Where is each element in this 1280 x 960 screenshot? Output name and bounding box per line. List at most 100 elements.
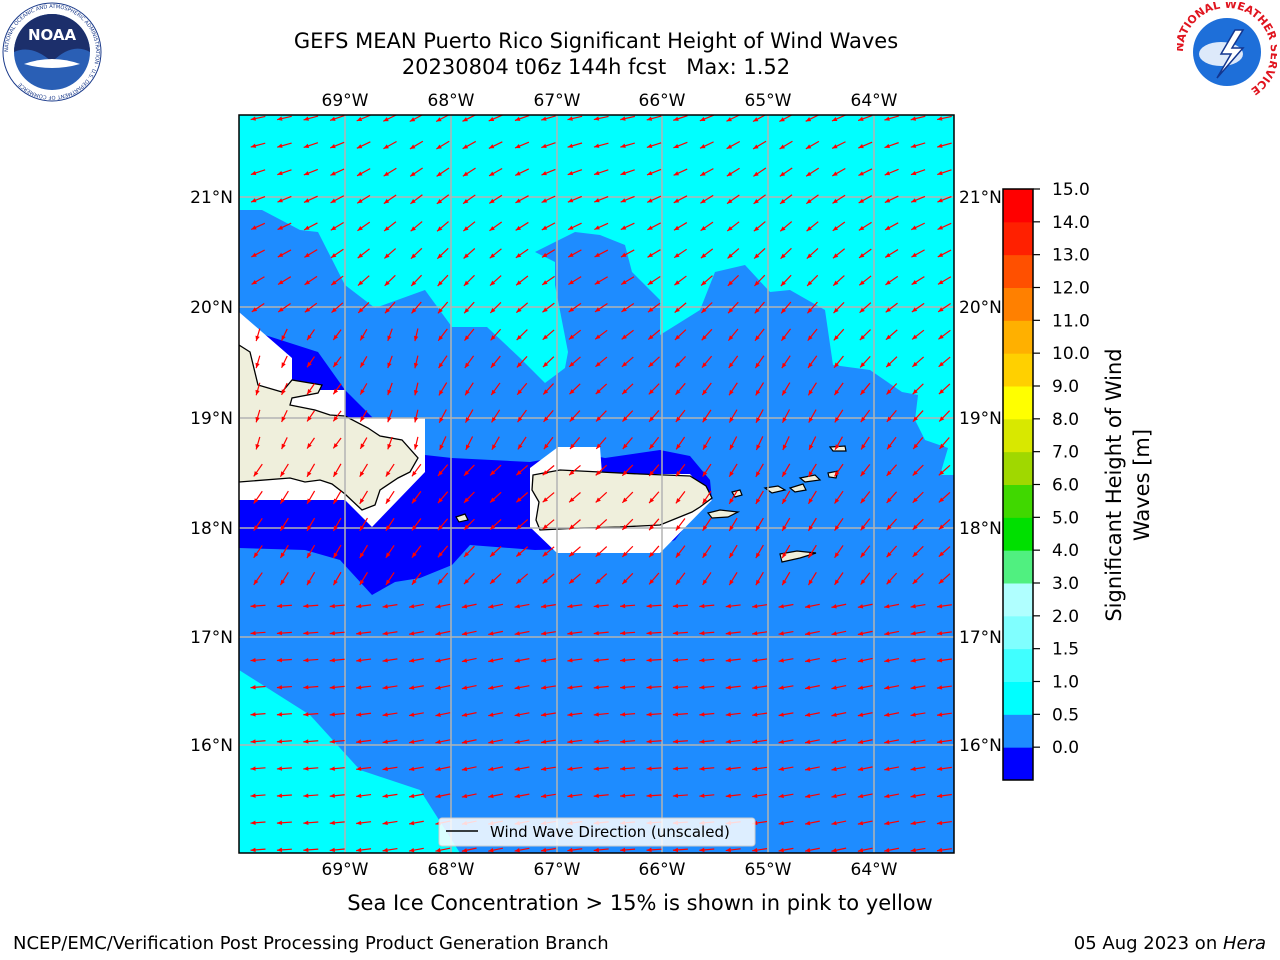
wind-arrow-head xyxy=(937,116,943,121)
wind-arrow-head xyxy=(464,335,470,341)
wind-arrow-head xyxy=(752,847,758,853)
wind-arrow-head xyxy=(728,362,734,368)
colorbar-tick-label: 6.0 xyxy=(1052,476,1079,496)
wind-arrow-head xyxy=(387,335,392,341)
wind-arrow-head xyxy=(912,470,918,476)
lon-tick-label-top: 68°W xyxy=(428,91,475,111)
wind-arrow-head xyxy=(675,389,681,395)
wind-arrow-head xyxy=(255,335,260,342)
colorbar-cell xyxy=(1003,714,1033,748)
wind-arrow-head xyxy=(806,253,813,259)
wind-arrow-head xyxy=(514,739,520,744)
wind-arrow-head xyxy=(884,766,890,772)
wind-arrow-head xyxy=(886,416,892,422)
wind-arrow-head xyxy=(938,389,945,395)
lat-tick-label-right: 19°N xyxy=(959,409,1002,429)
wind-arrow-head xyxy=(648,389,654,395)
wind-arrow-head xyxy=(622,443,628,449)
wind-arrow-head xyxy=(276,685,283,690)
wind-arrow-head xyxy=(884,116,890,121)
wind-arrow-head xyxy=(912,389,918,395)
wind-arrow-head xyxy=(646,685,652,690)
wind-arrow-head xyxy=(465,417,470,423)
wind-arrow-head xyxy=(725,847,731,853)
wind-arrow-head xyxy=(725,658,731,663)
wind-arrow-head xyxy=(885,334,892,340)
wind-arrow-head xyxy=(780,280,786,287)
wind-arrow-head xyxy=(330,116,336,121)
wind-arrow-head xyxy=(831,793,837,799)
wind-arrow-head xyxy=(938,334,944,340)
wind-arrow-head xyxy=(356,712,362,717)
wind-arrow-head xyxy=(833,280,839,286)
wind-arrow-head xyxy=(834,389,840,396)
wind-arrow-head xyxy=(462,171,469,177)
wind-arrow-head xyxy=(755,552,761,559)
wind-arrow-head xyxy=(329,685,335,690)
wind-arrow-head xyxy=(725,793,731,798)
lon-tick-label-bottom: 68°W xyxy=(428,860,475,880)
wind-arrow-head xyxy=(778,658,784,663)
wind-arrow-head xyxy=(569,551,575,557)
noaa-logo-text: NOAA xyxy=(28,26,77,44)
wind-arrow-head xyxy=(569,389,575,395)
wind-arrow-head xyxy=(647,252,653,258)
wind-arrow-head xyxy=(675,416,681,423)
colorbar-cell xyxy=(1003,353,1033,387)
wind-arrow-head xyxy=(436,199,443,204)
wind-arrow-head xyxy=(514,631,520,636)
wind-arrow-head xyxy=(360,443,365,449)
wind-arrow-head xyxy=(490,335,496,341)
wind-arrow-head xyxy=(831,739,837,744)
wind-arrow-head xyxy=(463,198,469,204)
wind-arrow-head xyxy=(649,552,655,558)
wind-arrow-head xyxy=(488,658,494,663)
wind-arrow-head xyxy=(595,334,601,340)
wind-arrow-head xyxy=(438,335,444,341)
wind-arrow-head xyxy=(357,280,364,286)
wind-arrow-head xyxy=(303,712,309,717)
land-tortola xyxy=(798,474,822,483)
wind-arrow-head xyxy=(778,793,784,799)
wind-arrow-head xyxy=(646,793,652,798)
wind-arrow-head xyxy=(593,847,599,853)
wind-arrow-head xyxy=(382,820,388,826)
wind-arrow-head xyxy=(280,579,285,586)
wind-arrow-head xyxy=(647,198,653,203)
wind-arrow-head xyxy=(674,280,680,286)
wind-arrow-head xyxy=(727,280,733,286)
lat-tick-label-right: 18°N xyxy=(959,519,1002,539)
wind-arrow-head xyxy=(860,470,866,477)
wind-arrow-head xyxy=(672,739,679,744)
colorbar-cell xyxy=(1003,550,1033,584)
colorbar-label-line-1: Significant Height of Wind xyxy=(1102,348,1126,622)
wind-arrow-head xyxy=(329,658,335,663)
wind-arrow-head xyxy=(542,551,548,557)
wind-arrow-head xyxy=(937,170,943,176)
wind-arrow-head xyxy=(514,766,520,772)
wind-arrow-head xyxy=(385,579,391,585)
wind-arrow-head xyxy=(540,685,547,690)
wind-arrow-head xyxy=(357,171,363,176)
wind-arrow-head xyxy=(515,144,521,149)
wind-arrow-head xyxy=(409,144,416,149)
wind-arrow-head xyxy=(910,604,916,609)
wind-arrow-head xyxy=(674,253,680,258)
wind-arrow-head xyxy=(570,443,575,449)
wind-arrow-head xyxy=(649,443,655,450)
map-legend: Wind Wave Direction (unscaled) xyxy=(438,817,756,847)
wind-arrow-head xyxy=(778,685,784,690)
wind-arrow-head xyxy=(884,739,890,744)
footer-date: 05 Aug 2023 on xyxy=(1073,933,1223,954)
wind-arrow-head xyxy=(593,630,599,636)
wind-arrow-head xyxy=(646,739,652,744)
wind-arrow-head xyxy=(304,252,310,258)
wind-arrow-head xyxy=(884,685,890,690)
wind-arrow-head xyxy=(673,171,680,176)
wind-arrow-head xyxy=(382,685,388,690)
wind-arrow-head xyxy=(435,712,441,717)
wind-arrow-head xyxy=(463,578,470,585)
wind-arrow-head xyxy=(779,144,785,149)
wind-arrow-head xyxy=(540,793,547,799)
wind-arrow-head xyxy=(620,793,626,798)
